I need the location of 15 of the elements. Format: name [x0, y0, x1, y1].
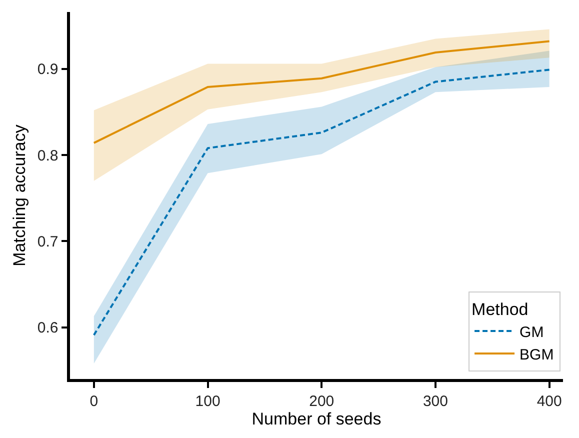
x-tick-label: 400 — [536, 392, 562, 410]
x-tick-label: 100 — [195, 392, 220, 410]
y-axis-title: Matching accuracy — [10, 124, 29, 266]
x-axis-title: Number of seeds — [252, 410, 382, 429]
x-tick-label: 300 — [422, 392, 448, 410]
legend-title: Method — [472, 300, 528, 319]
y-tick-label: 0.9 — [37, 61, 58, 78]
x-tick-label: 0 — [90, 392, 98, 410]
legend-label: BGM — [520, 346, 554, 364]
x-tick-label: 200 — [309, 392, 334, 410]
legend-label: GM — [520, 324, 544, 341]
y-tick-label: 0.8 — [37, 147, 58, 164]
line-series — [92, 40, 550, 144]
y-tick-label: 0.6 — [37, 320, 58, 337]
y-tick-label: 0.7 — [37, 233, 58, 250]
